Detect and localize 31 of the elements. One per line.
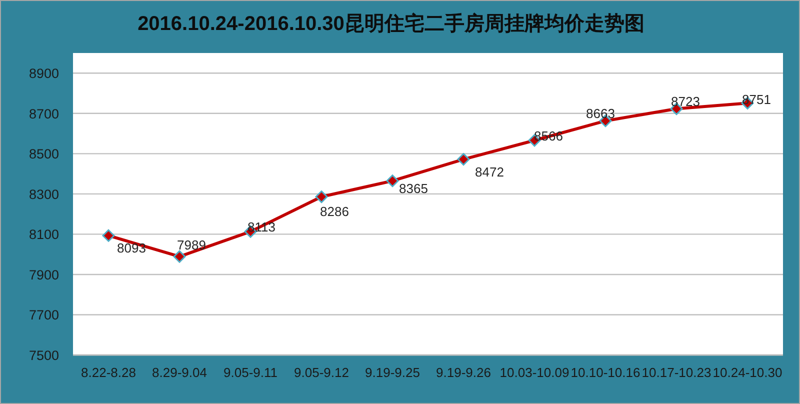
x-tick-label: 9.05-9.11 [224, 365, 278, 380]
y-tick-label: 7700 [28, 308, 59, 323]
data-label: 8472 [475, 164, 504, 180]
data-label: 8663 [586, 106, 615, 121]
x-tick-label: 9.05-9.12 [294, 365, 349, 380]
chart-title: 2016.10.24-2016.10.30昆明住宅二手房周挂牌均价走势图 [138, 12, 644, 35]
data-label: 8723 [671, 94, 700, 109]
y-tick-label: 8700 [28, 106, 59, 122]
x-tick-label: 10.17-10.23 [642, 365, 712, 380]
x-tick-label: 10.24-10.30 [712, 365, 782, 380]
y-tick-label: 8900 [28, 66, 59, 82]
point [457, 153, 470, 166]
y-tick-label: 8500 [28, 146, 59, 162]
y-tick-label: 7500 [28, 348, 59, 363]
point [173, 250, 186, 263]
y-tick-label: 8300 [28, 186, 59, 202]
y-tick-label: 7900 [28, 267, 59, 282]
x-tick-label: 8.22-8.28 [81, 365, 136, 380]
data-label: 8286 [320, 204, 349, 219]
x-tick-label: 10.03-10.09 [500, 365, 570, 380]
point [102, 229, 115, 242]
point [315, 190, 328, 203]
point [386, 174, 399, 188]
data-label: 8093 [117, 240, 146, 256]
x-tick-label: 9.19-9.26 [436, 365, 491, 380]
x-tick-label: 10.10-10.16 [570, 365, 640, 380]
data-label: 8365 [399, 180, 428, 196]
y-tick-label: 8100 [28, 227, 59, 242]
data-label: 7989 [177, 238, 206, 253]
x-tick-label: 8.29-9.04 [152, 365, 207, 380]
x-tick-label: 9.19-9.25 [365, 365, 420, 380]
